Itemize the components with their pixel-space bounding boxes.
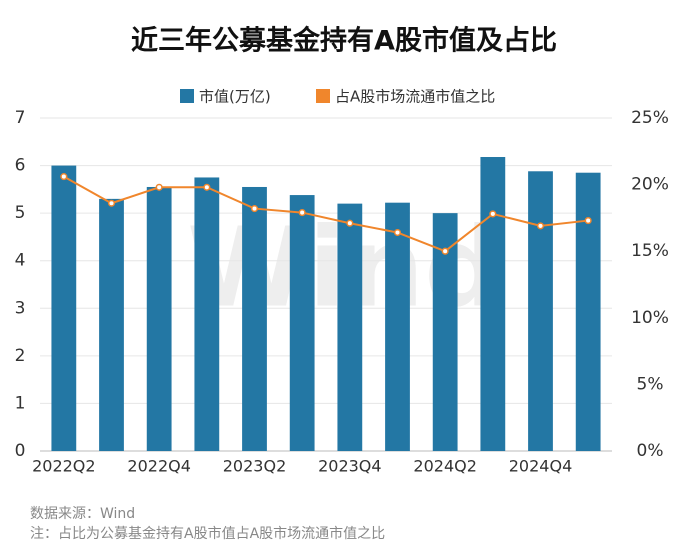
y-tick-label: 3 (15, 298, 26, 318)
y2-tick-label: 0% (637, 441, 664, 461)
y2-tick-label: 5% (637, 374, 664, 394)
x-tick-label: 2022Q2 (32, 457, 96, 476)
bar (289, 195, 315, 451)
line-point (489, 210, 497, 218)
line-point (584, 217, 592, 225)
legend-swatch (316, 89, 330, 103)
x-tick-label: 2024Q4 (509, 457, 573, 476)
bar (385, 202, 410, 451)
note: 注：占比为公募基金持有A股市值占A股市场流通市值之比 (30, 525, 385, 542)
legend-label: 市值(万亿) (199, 88, 271, 106)
line-point (203, 183, 211, 191)
line-point (441, 247, 449, 255)
legend-swatch (180, 89, 194, 103)
bar (51, 165, 77, 452)
line-point (393, 229, 402, 237)
line-point (536, 222, 545, 230)
y2-tick-label: 20% (631, 175, 669, 195)
y-tick-label: 2 (15, 346, 26, 366)
y2-tick-label: 10% (631, 308, 669, 328)
x-tick-label: 2023Q2 (223, 457, 287, 476)
bar (194, 177, 220, 451)
y2-tick-label: 25% (631, 108, 669, 128)
legend-label: 占A股市场流通市值之比 (335, 88, 495, 106)
x-tick-label: 2022Q4 (127, 457, 191, 476)
y-tick-label: 1 (15, 393, 26, 413)
chart-title: 近三年公募基金持有A股市值及占比 (131, 25, 557, 57)
bar (528, 171, 553, 451)
bar (146, 186, 172, 451)
bar (337, 203, 363, 451)
x-tick-label: 2023Q4 (318, 457, 382, 476)
y2-tick-label: 15% (631, 241, 669, 261)
bar (575, 172, 601, 451)
line-point (298, 209, 306, 217)
y-tick-label: 5 (15, 203, 26, 223)
line-point (60, 173, 68, 181)
bar (242, 186, 267, 451)
line-point (250, 205, 259, 213)
y-tick-label: 7 (15, 108, 26, 128)
line-point (107, 199, 116, 207)
bar (99, 198, 124, 451)
source: 数据来源：Wind (30, 506, 135, 522)
y-tick-label: 4 (15, 251, 26, 271)
bar (480, 157, 506, 451)
y-tick-label: 6 (15, 156, 26, 176)
line (63, 175, 589, 253)
line-point (346, 219, 354, 227)
x-tick-label: 2024Q2 (413, 457, 477, 476)
line-point (155, 183, 163, 191)
y-tick-label: 0 (15, 441, 26, 461)
